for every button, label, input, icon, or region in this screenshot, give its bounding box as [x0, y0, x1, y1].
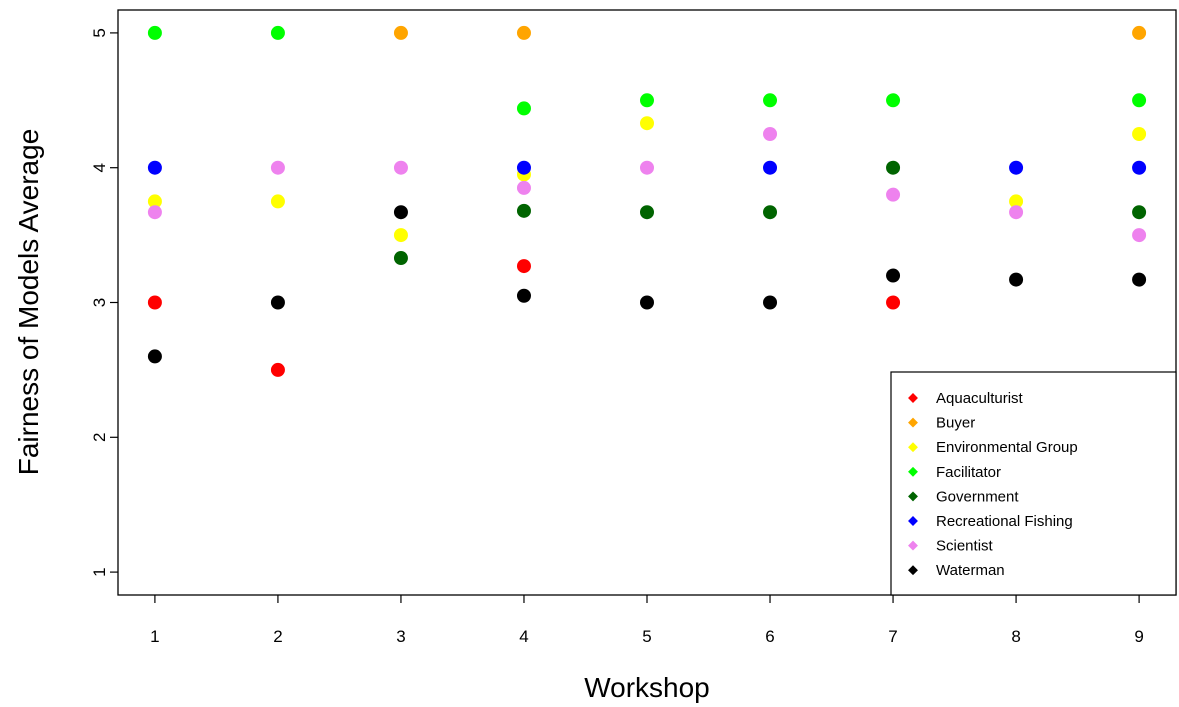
x-tick-label: 6 — [765, 627, 774, 646]
legend-marker-waterman — [908, 565, 918, 576]
data-point-aquaculturist — [270, 362, 285, 377]
legend-marker-environmental-group — [908, 442, 918, 453]
legend-marker-government — [908, 491, 918, 502]
legend-marker-recreational-fishing — [908, 516, 918, 526]
data-point-facilitator — [147, 25, 162, 40]
data-point-buyer — [393, 25, 408, 40]
data-point-waterman — [886, 268, 901, 283]
y-tick-label: 5 — [90, 28, 109, 37]
data-point-scientist — [393, 160, 408, 175]
data-point-scientist — [516, 180, 531, 195]
data-point-facilitator — [763, 93, 778, 108]
x-tick-label: 1 — [150, 627, 159, 646]
y-axis-title: Fairness of Models Average — [13, 129, 44, 476]
data-point-recreational-fishing — [763, 160, 778, 175]
data-point-facilitator — [886, 93, 901, 108]
data-point-government — [640, 205, 654, 220]
data-point-government — [1132, 205, 1147, 220]
x-axis: 1 2 3 4 5 6 7 8 9 — [150, 595, 1144, 646]
data-point-government — [886, 160, 901, 175]
data-point-environmental-group — [147, 194, 162, 209]
legend-label-buyer: Buyer — [936, 415, 975, 432]
data-point-recreational-fishing — [516, 160, 531, 175]
y-axis: 1 2 3 4 5 — [90, 28, 118, 577]
x-tick-label: 2 — [273, 627, 282, 646]
legend-marker-scientist — [908, 540, 918, 551]
data-point-waterman — [763, 295, 778, 310]
plot-frame — [117, 9, 1177, 596]
data-point-waterman — [1009, 272, 1024, 287]
data-point-government — [393, 251, 408, 266]
x-tick-label: 7 — [888, 627, 897, 646]
data-point-waterman — [516, 288, 531, 303]
legend-label-facilitator: Facilitator — [936, 464, 1001, 481]
legend-marker-facilitator — [908, 466, 918, 477]
data-point-environmental-group — [1009, 194, 1024, 209]
data-point-aquaculturist — [516, 259, 531, 274]
x-tick-label: 8 — [1011, 627, 1020, 646]
data-point-scientist — [640, 160, 654, 175]
data-point-recreational-fishing — [1009, 160, 1024, 175]
data-point-scientist — [147, 205, 162, 220]
x-tick-label: 5 — [642, 627, 651, 646]
legend-label-waterman: Waterman — [936, 562, 1005, 579]
x-tick-label: 4 — [519, 627, 528, 646]
data-point-scientist — [270, 160, 285, 175]
data-point-government — [516, 203, 531, 218]
legend-label-recreational-fishing: Recreational Fishing — [936, 513, 1073, 530]
x-tick-label: 3 — [396, 627, 405, 646]
data-point-aquaculturist — [147, 295, 162, 310]
data-point-facilitator — [640, 93, 654, 108]
data-point-facilitator — [1132, 93, 1147, 108]
data-point-scientist — [1132, 228, 1147, 243]
data-point-environmental-group — [1132, 127, 1147, 142]
data-point-scientist — [763, 127, 778, 142]
y-tick-label: 3 — [90, 298, 109, 307]
legend-label-environmental-group: Environmental Group — [936, 439, 1078, 456]
data-point-aquaculturist — [886, 295, 901, 310]
data-point-waterman — [1132, 272, 1147, 287]
data-point-scientist — [886, 187, 901, 202]
legend-box — [890, 371, 1177, 596]
data-point-recreational-fishing — [1132, 160, 1147, 175]
data-point-government — [763, 205, 778, 220]
x-axis-title: Workshop — [584, 672, 710, 703]
data-point-waterman — [147, 349, 162, 364]
y-tick-label: 2 — [90, 433, 109, 442]
legend-label-aquaculturist: Aquaculturist — [936, 390, 1024, 407]
data-point-waterman — [393, 205, 408, 220]
data-point-buyer — [1132, 25, 1147, 40]
data-point-facilitator — [270, 25, 285, 40]
data-point-environmental-group — [640, 116, 654, 131]
data-point-waterman — [640, 295, 654, 310]
x-tick-label: 9 — [1134, 627, 1143, 646]
data-point-facilitator — [516, 101, 531, 116]
data-points — [147, 25, 1147, 377]
legend-marker-buyer — [908, 417, 918, 428]
y-tick-label: 1 — [90, 567, 109, 576]
legend-label-scientist: Scientist — [936, 538, 994, 555]
legend: Aquaculturist Buyer Environmental Group Fac… — [890, 371, 1177, 596]
data-point-recreational-fishing — [147, 160, 162, 175]
data-point-buyer — [516, 25, 531, 40]
data-point-waterman — [270, 295, 285, 310]
data-point-scientist — [1009, 205, 1024, 220]
data-point-environmental-group — [270, 194, 285, 209]
legend-marker-aquaculturist — [908, 393, 918, 403]
data-point-environmental-group — [393, 228, 408, 243]
legend-label-government: Government — [936, 488, 1019, 505]
y-tick-label: 4 — [90, 163, 109, 172]
